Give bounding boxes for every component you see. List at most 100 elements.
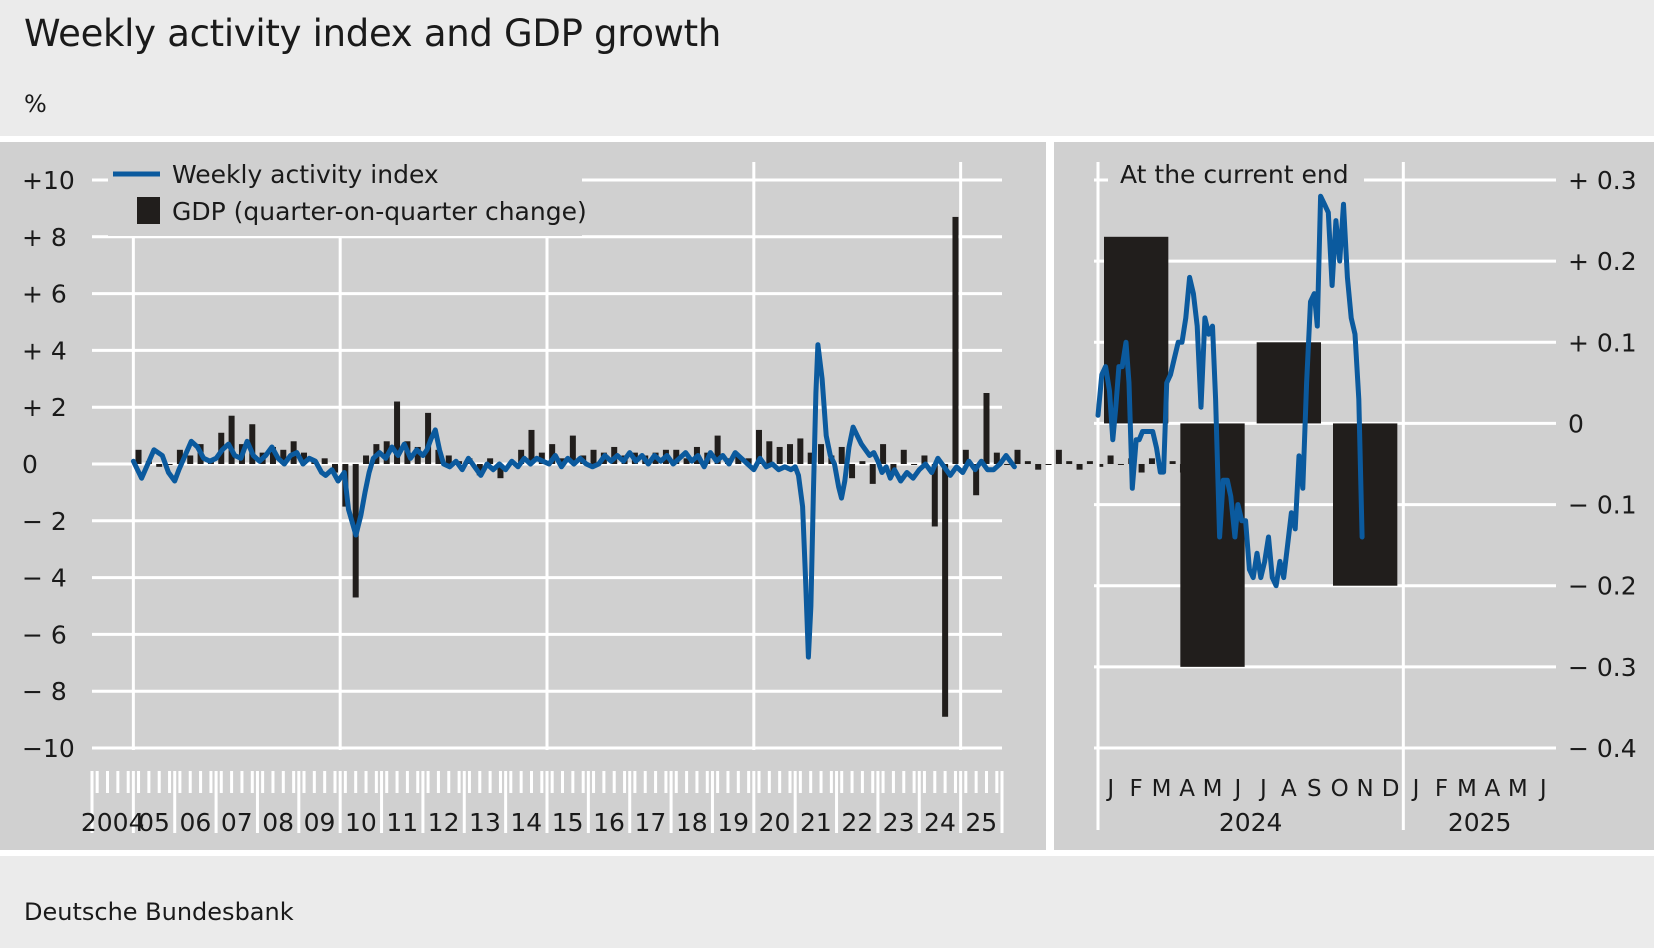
gdp-bar (807, 452, 814, 464)
gdp-bar (1035, 464, 1042, 470)
right-title-background (1108, 156, 1364, 192)
gdp-bar (176, 449, 183, 464)
gdp-bar (166, 464, 173, 465)
weekly-index-line (1095, 193, 1365, 589)
x-tick-label: 13 (469, 808, 501, 837)
gdp-bar (1117, 464, 1124, 465)
x-tick-label: 14 (510, 808, 542, 837)
gdp-bar (394, 401, 401, 464)
legend-bar-label: GDP (quarter-on-quarter change) (172, 197, 587, 226)
separator-band-bottom (0, 850, 1654, 856)
x-tick-label: 11 (386, 808, 418, 837)
y-tick-label: − 4 (22, 564, 67, 593)
month-label: M (1508, 776, 1528, 802)
gdp-bar (900, 449, 907, 464)
x-tick-label: 06 (180, 808, 212, 837)
gdp-bar (249, 424, 256, 464)
x-tick-label: 12 (428, 808, 460, 837)
gdp-bar (942, 464, 949, 717)
gdp-bar (776, 446, 783, 464)
month-label: M (1152, 776, 1172, 802)
y-tick-label: +10 (22, 166, 75, 195)
gdp-bar (187, 455, 194, 464)
gdp-bar (755, 429, 762, 464)
gdp-bar (1107, 455, 1114, 464)
gdp-bar (280, 449, 287, 464)
x-tick-label: 16 (593, 808, 625, 837)
gdp-bar (518, 449, 525, 464)
gdp-bar (300, 452, 307, 464)
x-tick-label: 21 (800, 808, 832, 837)
month-label: F (1130, 776, 1143, 802)
y-tick-label: + 6 (22, 280, 67, 309)
gdp-bar (559, 458, 566, 464)
month-label: F (1435, 776, 1448, 802)
month-label: J (1411, 776, 1420, 802)
x-tick-label: 17 (635, 808, 667, 837)
gdp-bar (1004, 464, 1011, 465)
gdp-bar (993, 452, 1000, 464)
month-label: A (1179, 776, 1195, 802)
x-tick-label: 24 (924, 808, 956, 837)
gdp-bar (1045, 464, 1052, 465)
gdp-bar (1055, 449, 1062, 464)
x-tick-label: 23 (883, 808, 915, 837)
y-tick-label: + 2 (22, 393, 67, 422)
gdp-bar (911, 464, 918, 465)
gdp-bar (1066, 461, 1073, 464)
month-label: A (1485, 776, 1501, 802)
y-tick-label: − 0.3 (1568, 653, 1637, 682)
unit-label: % (24, 90, 47, 118)
gdp-bar (332, 464, 339, 473)
x-tick-label: 25 (965, 808, 997, 837)
gdp-bar (921, 455, 928, 464)
left-panel-background (0, 142, 1046, 850)
month-label: M (1203, 776, 1223, 802)
legend: Weekly activity index GDP (quarter-on-qu… (108, 156, 587, 236)
x-tick-label: 07 (221, 808, 253, 837)
gdp-bar (797, 438, 804, 464)
gdp-bar (228, 415, 235, 464)
y-tick-label: − 8 (22, 677, 67, 706)
right-plot-area: + 0.3+ 0.2+ 0.10− 0.1− 0.2− 0.3− 0.4J F M A… (1094, 162, 1637, 837)
year-label: 2024 (1219, 808, 1283, 837)
gdp-bar (973, 464, 980, 496)
gdp-bar (1256, 342, 1321, 424)
gdp-bar (497, 464, 504, 479)
legend-background (108, 156, 582, 236)
gdp-bar (880, 444, 887, 464)
x-tick-label: 09 (304, 808, 336, 837)
gdp-bar (135, 449, 142, 464)
x-tick-label: 22 (841, 808, 873, 837)
gdp-bar (425, 412, 432, 464)
chart-title: Weekly activity index and GDP growth (24, 12, 721, 55)
weekly-index-line (130, 342, 1017, 660)
gdp-bar (931, 464, 938, 527)
y-tick-label: − 2 (22, 507, 67, 536)
gdp-bar (766, 441, 773, 464)
month-label: J (1233, 776, 1242, 802)
gdp-bar (1180, 423, 1245, 667)
month-label: O (1331, 776, 1349, 802)
x-tick-label: 2004 (81, 808, 145, 837)
right-panel-title: At the current end (1120, 160, 1349, 189)
y-tick-label: 0 (1568, 409, 1584, 438)
gdp-bar (735, 455, 742, 464)
gdp-bar (714, 435, 721, 464)
y-tick-label: + 4 (22, 336, 67, 365)
gdp-bar (673, 449, 680, 464)
y-tick-label: + 0.1 (1568, 328, 1637, 357)
gdp-bar (869, 464, 876, 484)
panel-divider (1046, 136, 1054, 856)
y-tick-label: −10 (22, 734, 75, 763)
gdp-bar (1097, 464, 1104, 467)
separator-band-top (0, 136, 1654, 142)
x-tick-label: 18 (676, 808, 708, 837)
gdp-bar (445, 455, 452, 464)
legend-bar-swatch (137, 197, 160, 224)
gdp-bar (1086, 461, 1093, 464)
gdp-bar (549, 444, 556, 464)
month-label: A (1281, 776, 1297, 802)
x-tick-label: 10 (345, 808, 377, 837)
